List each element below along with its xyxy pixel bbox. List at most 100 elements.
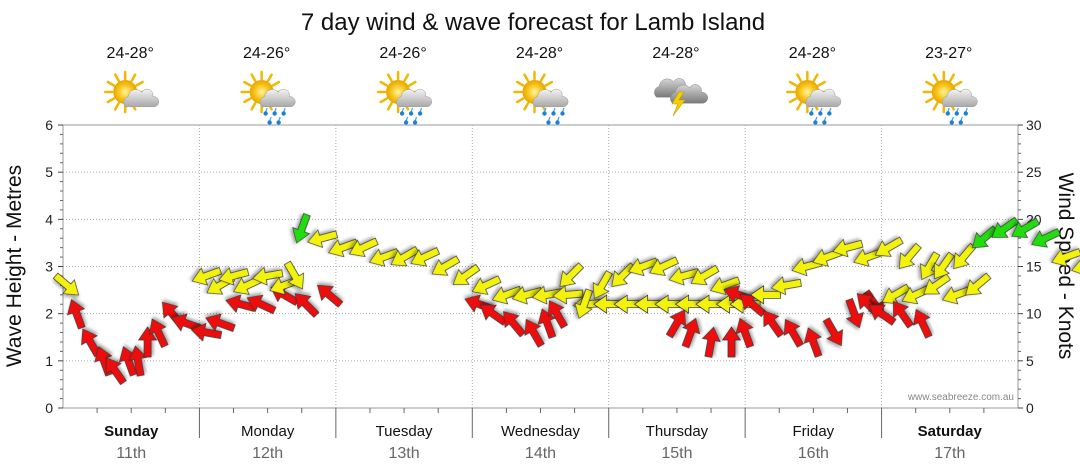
day-date-label: 11th [116, 445, 146, 462]
wind-arrow [913, 308, 933, 339]
wind-arrow [611, 262, 636, 287]
day-date-label: 14th [525, 445, 556, 462]
wind-arrow [941, 285, 973, 305]
credit-text: www.seabreeze.com.au [907, 392, 1014, 403]
wind-arrow [552, 285, 584, 305]
wind-arrow [832, 238, 864, 258]
wind-arrow [965, 272, 992, 296]
wind-arrow [431, 255, 461, 276]
wind-arrow [218, 266, 250, 286]
y-tick-label-left: 1 [45, 353, 53, 369]
sun-rain-icon [240, 70, 296, 125]
wind-arrow [803, 327, 823, 358]
day-name-label: Saturday [918, 423, 983, 440]
y-tick-label-left: 5 [45, 164, 53, 180]
sun-cloud-icon [103, 70, 160, 114]
wind-arrow [52, 272, 80, 296]
wind-arrow [763, 310, 785, 338]
wind-arrow [66, 299, 86, 330]
wind-arrow [171, 313, 202, 332]
wind-arrow [783, 318, 804, 348]
wind-arrow [735, 317, 754, 349]
y-tick-label-left: 0 [45, 400, 53, 416]
wind-arrow [991, 216, 1020, 238]
wind-arrow [128, 345, 148, 377]
wind-arrow [668, 266, 700, 286]
wind-arrow [628, 257, 659, 277]
wind-arrow [770, 276, 802, 296]
y-axis-left-label: Wave Height - Metres [3, 165, 26, 367]
wind-arrow [348, 237, 379, 258]
temperature-label: 24-28° [516, 45, 563, 62]
sun-rain-icon [786, 70, 842, 125]
y-tick-label-left: 6 [45, 117, 53, 133]
day-name-label: Monday [241, 423, 295, 440]
y-tick-label-left: 4 [45, 211, 53, 227]
y-tick-label-right: 10 [1026, 306, 1042, 322]
day-name-label: Sunday [104, 423, 159, 440]
wind-arrow [868, 304, 897, 326]
wind-arrow [559, 262, 585, 287]
wind-arrow [665, 309, 687, 339]
wind-arrow [149, 318, 169, 349]
wind-arrow [531, 285, 564, 305]
wind-arrow [649, 256, 679, 276]
temperature-label: 23-27° [925, 45, 972, 62]
y-tick-label-left: 2 [45, 306, 53, 322]
sun-shower-icon [513, 70, 569, 125]
temperature-label: 24-26° [243, 45, 290, 62]
temperature-label: 24-28° [107, 45, 154, 62]
wind-arrow [368, 248, 400, 267]
wind-arrow [452, 263, 481, 285]
y-tick-label-right: 15 [1026, 259, 1042, 275]
wind-arrow [934, 251, 955, 280]
y-tick-label-right: 0 [1026, 400, 1034, 416]
wind-arrow [328, 238, 359, 258]
wind-arrow [283, 260, 305, 290]
day-date-label: 17th [934, 445, 965, 462]
sun-rain-icon [376, 70, 432, 125]
wind-arrow [105, 357, 127, 386]
wind-arrow [292, 213, 311, 244]
wind-arrow [740, 294, 767, 318]
day-date-label: 15th [661, 445, 692, 462]
chart-title: 7 day wind & wave forecast for Lamb Isla… [301, 9, 765, 36]
sun-rain-icon [922, 70, 978, 125]
wind-arrow [511, 285, 543, 305]
wind-arrow [252, 266, 284, 286]
y-tick-label-left: 3 [45, 259, 53, 275]
wind-arrow [390, 246, 420, 267]
temperature-label: 24-28° [652, 45, 699, 62]
day-name-label: Tuesday [376, 423, 433, 440]
wind-arrow [845, 297, 864, 329]
y-tick-label-right: 30 [1026, 117, 1042, 133]
wind-arrow [893, 300, 914, 329]
wind-arrow [317, 284, 344, 308]
wind-arrow [307, 229, 339, 248]
y-tick-label-right: 5 [1026, 353, 1034, 369]
wind-arrow [898, 242, 922, 270]
wind-arrow [246, 294, 277, 315]
wind-arrow [592, 270, 613, 299]
wind-arrow [410, 247, 441, 267]
temperature-label: 24-26° [379, 45, 426, 62]
day-name-label: Wednesday [501, 423, 580, 440]
wind-arrow [205, 313, 236, 332]
wind-arrow [874, 236, 904, 257]
wind-arrow [690, 264, 720, 286]
wind-arrow [1031, 228, 1061, 248]
wind-arrow [881, 283, 911, 304]
wind-arrow [953, 242, 977, 270]
wind-arrow [503, 311, 527, 338]
wind-arrow [471, 275, 502, 295]
y-tick-label-right: 25 [1026, 164, 1042, 180]
wind-arrow [191, 267, 223, 286]
wind-arrow [294, 293, 320, 318]
day-name-label: Friday [793, 423, 835, 440]
day-date-label: 13th [389, 445, 420, 462]
temperature-label: 24-28° [789, 45, 836, 62]
wind-arrow [491, 285, 523, 305]
wind-arrow [574, 288, 594, 319]
day-name-label: Thursday [646, 423, 709, 440]
